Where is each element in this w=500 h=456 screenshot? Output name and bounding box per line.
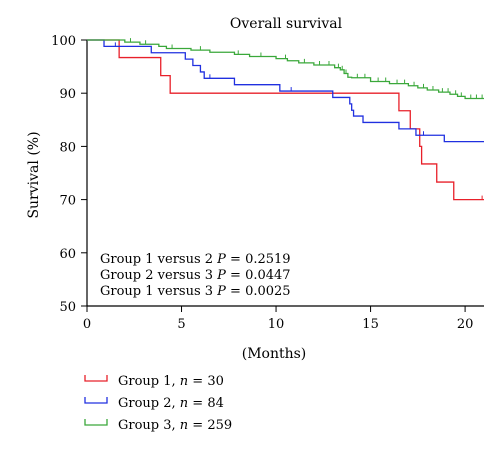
x-tick-label: 15	[362, 317, 379, 332]
legend-item-group-2: Group 2, n = 84	[84, 396, 224, 411]
axis-ticks: 0 5 10 15 20 50 60 70 80 90 100	[51, 34, 473, 332]
y-tick-label: 100	[51, 34, 76, 49]
chart-title: Overall survival	[230, 16, 343, 32]
series-line-group-3	[87, 39, 484, 100]
p-value-annotation: Group 1 versus 2 P = 0.2519	[100, 252, 291, 267]
legend-item-group-1: Group 1, n = 30	[84, 374, 224, 389]
legend-label: Group 3, n = 259	[118, 418, 232, 433]
legend-item-group-3: Group 3, n = 259	[84, 418, 232, 433]
p-value-annotation: Group 2 versus 3 P = 0.0447	[100, 268, 291, 283]
y-tick-label: 70	[59, 194, 76, 209]
x-tick-label: 10	[268, 317, 285, 332]
y-tick-label: 90	[59, 87, 76, 102]
legend: Group 1, n = 30 Group 2, n = 84 Group 3, n…	[84, 374, 232, 433]
y-tick-label: 60	[59, 247, 76, 262]
x-tick-label: 5	[177, 317, 185, 332]
y-tick-label: 50	[59, 300, 76, 315]
series-layer	[87, 38, 484, 201]
y-tick-label: 80	[59, 140, 76, 155]
legend-label: Group 1, n = 30	[118, 374, 224, 389]
x-tick-label: 0	[83, 317, 91, 332]
y-axis-title: Survival (%)	[26, 131, 42, 218]
legend-swatch	[84, 375, 108, 382]
p-value-annotation: Group 1 versus 3 P = 0.0025	[100, 284, 291, 299]
x-axis-title: (Months)	[242, 346, 307, 362]
legend-swatch	[84, 397, 108, 404]
x-tick-label: 20	[457, 317, 474, 332]
series-line-group-1	[87, 39, 484, 201]
legend-label: Group 2, n = 84	[118, 396, 224, 411]
series-line-group-2	[87, 39, 484, 143]
legend-swatch	[84, 419, 108, 426]
